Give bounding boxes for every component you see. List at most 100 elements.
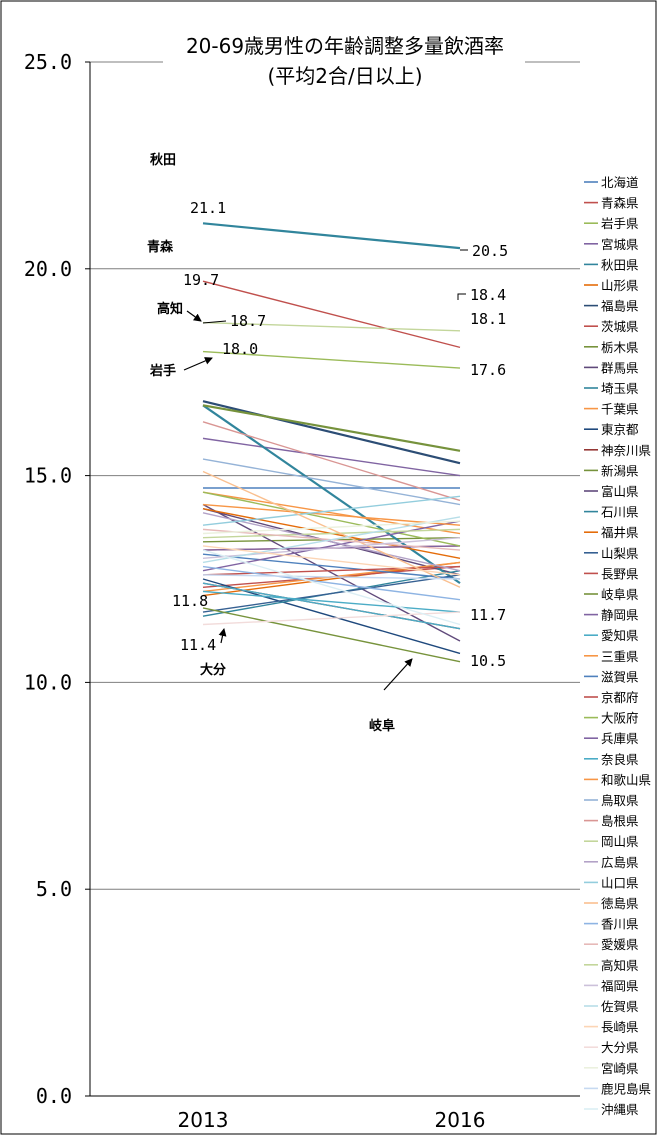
value-label-2016: 18.1 (470, 310, 506, 328)
legend-entry-佐賀県: 佐賀県 (601, 999, 639, 1014)
value-label-2013: 19.7 (183, 271, 219, 289)
legend-entry-長崎県: 長崎県 (601, 1020, 639, 1035)
legend-entry-群馬県: 群馬県 (601, 360, 639, 375)
legend-entry-奈良県: 奈良県 (601, 752, 639, 767)
value-label-2016: 10.5 (470, 652, 506, 670)
series-line-奈良県 (202, 582, 461, 630)
value-label-2013: 11.8 (172, 592, 208, 610)
legend-entry-埼玉県: 埼玉県 (601, 381, 639, 396)
legend-entry-愛媛県: 愛媛県 (601, 937, 639, 952)
legend-entry-広島県: 広島県 (601, 855, 639, 870)
legend-entry-秋田県: 秋田県 (601, 257, 639, 272)
leader-line (457, 293, 466, 300)
series-line-沖縄県 (202, 549, 461, 626)
annotation-岐阜: 岐阜 (369, 718, 395, 734)
series-line-鳥取県 (202, 458, 461, 506)
legend-entry-岐阜県: 岐阜県 (601, 587, 639, 602)
value-label-2013: 18.7 (230, 312, 266, 330)
x-tick-label: 2016 (435, 1108, 486, 1132)
series-line-香川県 (202, 565, 461, 601)
value-label-2013: 11.4 (180, 636, 216, 654)
annotation-arrow (383, 658, 413, 691)
series-line-高知県 (202, 321, 461, 332)
legend-entry-大分県: 大分県 (601, 1040, 639, 1055)
legend-entry-静岡県: 静岡県 (601, 608, 639, 623)
legend-entry-青森県: 青森県 (601, 196, 639, 211)
legend-entry-鹿児島県: 鹿児島県 (601, 1081, 651, 1096)
legend-entry-香川県: 香川県 (601, 917, 639, 932)
series-line-鹿児島県 (202, 574, 461, 580)
annotation-岩手: 岩手 (149, 363, 176, 379)
legend-entry-福岡県: 福岡県 (601, 978, 639, 993)
legend-entry-三重県: 三重県 (601, 649, 639, 664)
value-label-2016: 17.6 (470, 361, 506, 379)
legend-entry-神奈川県: 神奈川県 (601, 443, 651, 458)
leader-line (202, 320, 227, 324)
value-label-2013: 18.0 (222, 340, 258, 358)
legend-entry-茨城県: 茨城県 (601, 319, 639, 334)
series-line-岡山県 (202, 528, 461, 539)
legend-entry-京都府: 京都府 (601, 690, 639, 705)
series-line-岐阜県 (202, 607, 461, 663)
series-line-宮城県 (202, 437, 461, 477)
series-line-富山県 (202, 503, 461, 642)
y-tick-label: 5.0 (36, 877, 72, 901)
x-tick-label: 2013 (178, 1108, 229, 1132)
legend-entry-北海道: 北海道 (601, 175, 639, 190)
legend-entry-兵庫県: 兵庫県 (601, 731, 639, 746)
legend-entry-新潟県: 新潟県 (601, 463, 639, 478)
series-line-宮崎県 (202, 520, 461, 535)
series-line-徳島県 (202, 470, 461, 588)
series-line-愛知県 (202, 590, 461, 613)
legend-entry-山口県: 山口県 (601, 875, 639, 890)
annotation-秋田: 秋田 (150, 152, 176, 168)
legend-entry-鳥取県: 鳥取県 (601, 793, 639, 808)
series-line-秋田県 (202, 222, 461, 250)
legend-entry-島根県: 島根県 (601, 814, 639, 829)
series-line-新潟県 (202, 404, 461, 452)
chart-title: 20-69歳男性の年齢調整多量飲酒率 (186, 34, 504, 58)
series-line-三重県 (202, 491, 461, 535)
y-tick-label: 0.0 (36, 1084, 72, 1108)
legend-entry-愛知県: 愛知県 (601, 628, 639, 643)
legend-entry-富山県: 富山県 (601, 484, 639, 499)
y-tick-label: 25.0 (24, 50, 72, 74)
series-line-山口県 (202, 495, 461, 526)
series-line-大阪府 (202, 491, 461, 547)
legend-entry-大阪府: 大阪府 (601, 711, 639, 726)
legend-entry-宮崎県: 宮崎県 (601, 1061, 639, 1076)
legend-entry-石川県: 石川県 (601, 505, 639, 520)
legend-entry-高知県: 高知県 (601, 958, 639, 973)
value-label-2013: 21.1 (190, 199, 226, 217)
series-line-長崎県 (202, 545, 461, 576)
legend-entry-福島県: 福島県 (601, 299, 639, 314)
legend-entry-栃木県: 栃木県 (601, 340, 639, 355)
legend-entry-沖縄県: 沖縄県 (601, 1102, 639, 1117)
series-line-大分県 (202, 611, 461, 626)
y-tick-label: 10.0 (24, 670, 72, 694)
annotation-arrow (218, 628, 227, 644)
legend-entry-岩手県: 岩手県 (601, 216, 639, 231)
annotation-arrow (186, 310, 202, 322)
series-line-福島県 (202, 400, 461, 465)
annotation-大分: 大分 (200, 662, 226, 678)
legend-entry-山形県: 山形県 (601, 278, 639, 293)
value-label-2016: 20.5 (472, 242, 508, 260)
series-line-佐賀県 (202, 516, 461, 564)
annotation-高知: 高知 (157, 301, 183, 317)
series-line-島根県 (202, 421, 461, 502)
series-line-滋賀県 (202, 553, 461, 580)
series-line-岩手県 (202, 350, 461, 369)
series-line-広島県 (202, 512, 461, 572)
y-tick-label: 20.0 (24, 257, 72, 281)
series-line-青森県 (202, 280, 461, 349)
annotation-arrow (183, 357, 213, 371)
legend-entry-山梨県: 山梨県 (601, 546, 639, 561)
chart-subtitle: (平均2合/日以上) (267, 64, 422, 88)
legend-entry-和歌山県: 和歌山県 (601, 772, 651, 787)
legend-entry-岡山県: 岡山県 (601, 834, 639, 849)
legend-entry-滋賀県: 滋賀県 (601, 669, 639, 684)
value-label-2016: 18.4 (470, 286, 506, 304)
